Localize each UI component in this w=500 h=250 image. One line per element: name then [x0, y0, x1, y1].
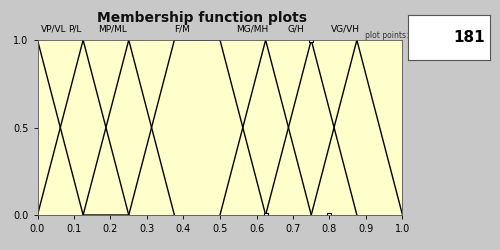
Text: VP/VL: VP/VL [41, 24, 67, 33]
Text: P/L: P/L [68, 24, 82, 33]
Text: G/H: G/H [288, 24, 304, 33]
Text: F/M: F/M [174, 24, 190, 33]
Text: Membership function plots: Membership function plots [97, 11, 307, 25]
Text: plot points:: plot points: [365, 31, 408, 40]
Text: 181: 181 [454, 30, 485, 45]
Text: MP/ML: MP/ML [98, 24, 126, 33]
Text: MG/MH: MG/MH [236, 24, 268, 33]
Text: VG/VH: VG/VH [332, 24, 360, 33]
